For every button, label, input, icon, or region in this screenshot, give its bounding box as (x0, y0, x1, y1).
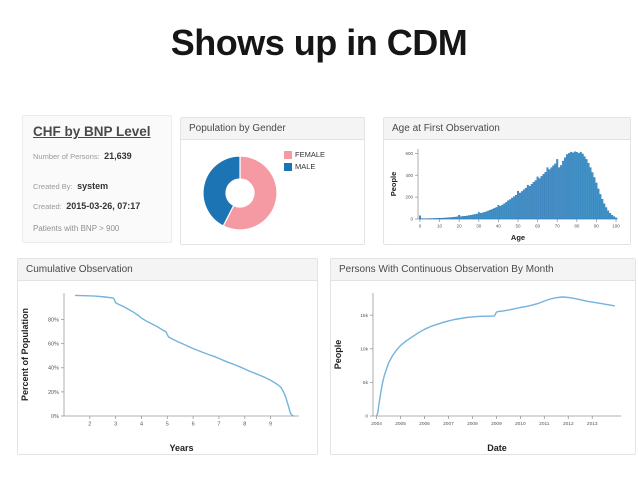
legend-item-female: FEMALE (284, 150, 325, 159)
cohort-field-created-by: Created By: system (33, 176, 161, 194)
gender-chart-panel: Population by Gender FEMALE MALE (180, 117, 365, 245)
svg-text:2009: 2009 (491, 421, 502, 427)
cohort-footnote: Patients with BNP > 900 (33, 224, 120, 233)
persons-chart-panel: Persons With Continuous Observation By M… (330, 258, 636, 455)
age-histogram-chart: 0 200 400 600 0 10 20 30 40 50 60 70 80 90 100 Age Peopl… (389, 149, 620, 242)
svg-text:0: 0 (419, 224, 422, 229)
male-swatch-icon (284, 162, 292, 171)
cumulative-observation-chart: 0% 20% 40% 60% 80% 2 3 4 5 6 7 8 9 Years Percent of Po… (20, 293, 299, 453)
age-plot-area: 0 200 400 600 0 10 20 30 40 50 60 70 80 90 100 Age Peopl… (389, 149, 620, 242)
slide-title: Shows up in CDM (170, 22, 468, 63)
age-chart-panel: Age at First Observation 0 200 400 600 0 10 20… (383, 117, 631, 245)
svg-text:Years: Years (169, 443, 193, 453)
cohort-title: CHF by BNP Level (33, 124, 151, 139)
svg-text:0: 0 (365, 414, 368, 420)
svg-text:40: 40 (496, 224, 502, 229)
svg-text:Age: Age (511, 233, 525, 242)
legend-label: FEMALE (295, 150, 326, 159)
svg-text:20%: 20% (48, 390, 59, 396)
panel-header: Cumulative Observation (18, 259, 317, 281)
cumulative-plot-area: 0% 20% 40% 60% 80% 2 3 4 5 6 7 8 9 Years Percent of Po… (20, 293, 299, 453)
field-value: 2015-03-26, 07:17 (66, 201, 141, 211)
svg-text:2011: 2011 (539, 421, 550, 427)
svg-text:90: 90 (594, 224, 600, 229)
cohort-info-panel: CHF by BNP Level Number of Persons: 21,6… (22, 115, 172, 243)
svg-text:10k: 10k (360, 346, 368, 352)
svg-text:3: 3 (114, 422, 117, 428)
svg-text:9: 9 (269, 422, 272, 428)
svg-text:80: 80 (574, 224, 580, 229)
svg-text:2013: 2013 (587, 421, 598, 427)
svg-text:2012: 2012 (563, 421, 574, 427)
svg-text:0%: 0% (51, 414, 59, 420)
svg-text:0: 0 (410, 217, 413, 222)
svg-text:60%: 60% (48, 342, 59, 348)
svg-text:Date: Date (487, 443, 507, 453)
svg-text:50: 50 (515, 224, 521, 229)
svg-text:5k: 5k (363, 380, 369, 386)
svg-text:60: 60 (535, 224, 541, 229)
svg-text:2007: 2007 (443, 421, 454, 427)
panel-body: 0% 20% 40% 60% 80% 2 3 4 5 6 7 8 9 Years Percent of Po… (18, 281, 317, 455)
persons-line (375, 296, 615, 417)
gender-donut-chart (202, 155, 278, 231)
field-value: 21,639 (104, 151, 132, 161)
field-label: Created: (33, 202, 62, 211)
cumulative-line (74, 294, 295, 417)
svg-text:600: 600 (405, 151, 413, 156)
panel-body: 0 200 400 600 0 10 20 30 40 50 60 70 80 90 100 Age Peopl… (384, 141, 630, 244)
persons-plot-area: 0 5k 10k 15k 2004 2005 2006 2007 2008 2009 2010 201… (333, 293, 621, 453)
spacer (33, 166, 161, 176)
svg-text:200: 200 (405, 195, 413, 200)
svg-text:4: 4 (140, 422, 143, 428)
svg-text:2010: 2010 (515, 421, 526, 427)
legend-label: MALE (295, 162, 316, 171)
legend-item-male: MALE (284, 162, 325, 171)
svg-text:2008: 2008 (467, 421, 478, 427)
svg-text:Percent of Population: Percent of Population (20, 308, 30, 401)
svg-text:100: 100 (612, 224, 620, 229)
svg-text:2006: 2006 (419, 421, 430, 427)
cohort-field-persons: Number of Persons: 21,639 (33, 146, 161, 164)
svg-text:2: 2 (88, 422, 91, 428)
svg-text:2005: 2005 (395, 421, 406, 427)
female-swatch-icon (284, 150, 292, 159)
svg-text:40%: 40% (48, 366, 59, 372)
panel-header: Age at First Observation (384, 118, 630, 140)
panel-body: 0 5k 10k 15k 2004 2005 2006 2007 2008 2009 2010 201… (331, 281, 635, 455)
pie-slice-male (202, 155, 241, 227)
persons-by-month-chart: 0 5k 10k 15k 2004 2005 2006 2007 2008 2009 2010 201… (333, 293, 621, 453)
svg-text:80%: 80% (48, 317, 59, 323)
field-label: Number of Persons: (33, 152, 100, 161)
svg-text:People: People (333, 340, 343, 370)
panel-header: Population by Gender (181, 118, 364, 140)
field-label: Created By: (33, 182, 73, 191)
svg-text:6: 6 (192, 422, 195, 428)
field-value: system (77, 181, 109, 191)
svg-text:8: 8 (243, 422, 246, 428)
svg-text:10: 10 (437, 224, 443, 229)
panel-header: Persons With Continuous Observation By M… (331, 259, 635, 281)
svg-text:20: 20 (457, 224, 463, 229)
gender-legend: FEMALE MALE (284, 150, 325, 174)
svg-text:400: 400 (405, 173, 413, 178)
svg-text:30: 30 (476, 224, 482, 229)
svg-text:70: 70 (555, 224, 561, 229)
age-bars (419, 151, 617, 220)
svg-text:7: 7 (217, 422, 220, 428)
cohort-field-created: Created: 2015-03-26, 07:17 (33, 196, 161, 214)
cumulative-chart-panel: Cumulative Observation 0% 20% 40% 60% 80% 2 3 4… (17, 258, 318, 455)
svg-text:5: 5 (166, 422, 169, 428)
svg-text:2004: 2004 (371, 421, 382, 427)
svg-text:People: People (389, 172, 398, 197)
svg-text:15k: 15k (360, 313, 368, 319)
pie-slice-female (222, 155, 278, 231)
